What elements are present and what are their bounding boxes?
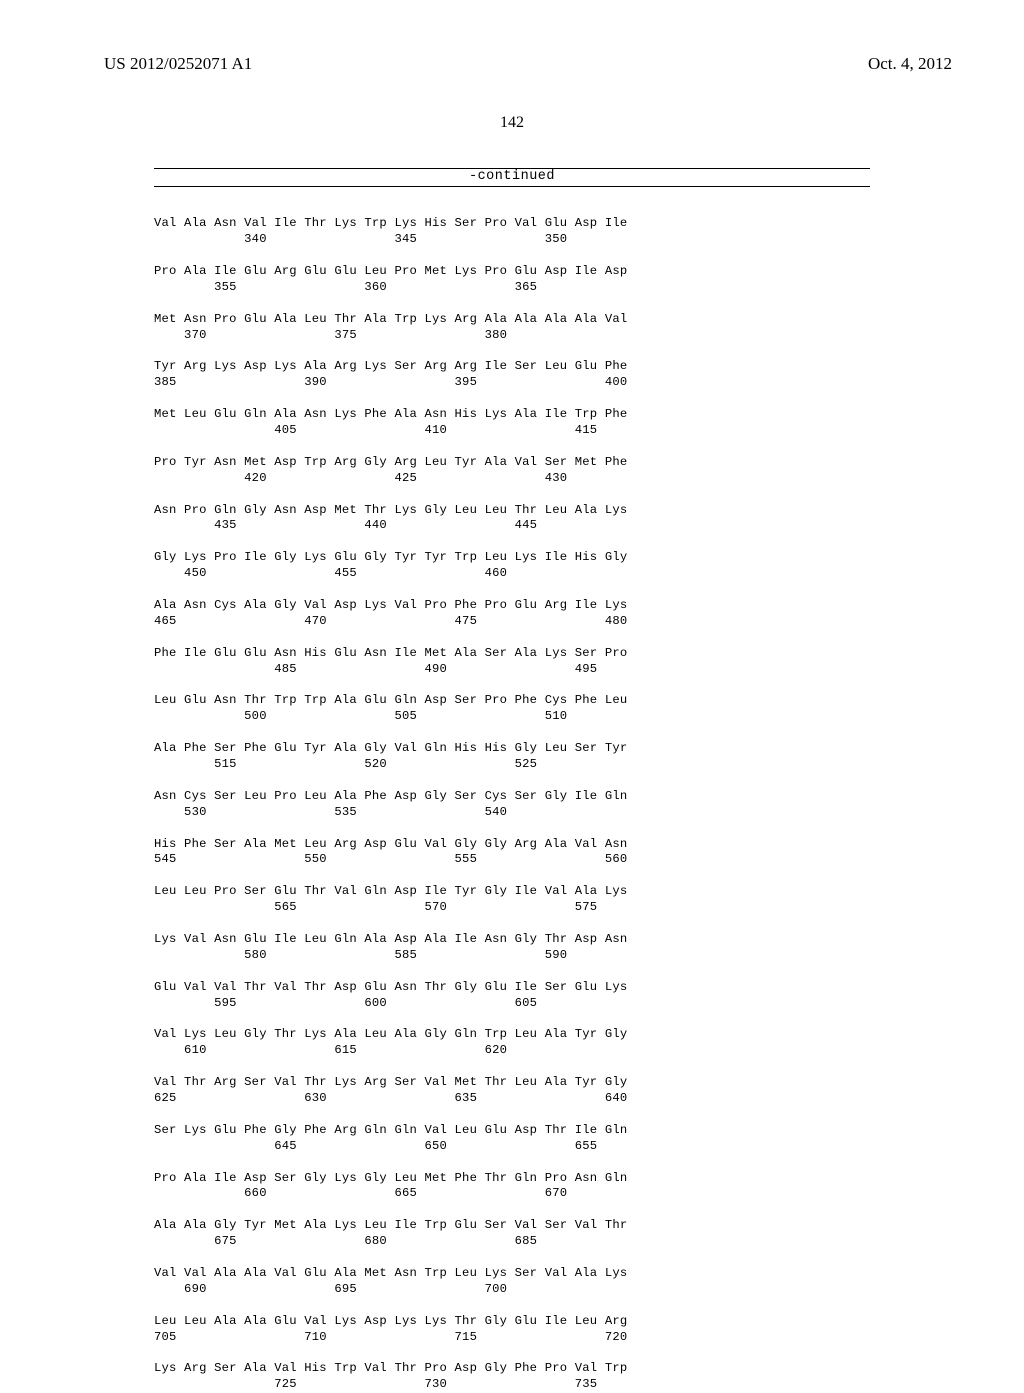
page-number: 142 (0, 114, 1024, 132)
publication-number: US 2012/0252071 A1 (104, 54, 252, 74)
sequence-listing: Val Ala Asn Val Ile Thr Lys Trp Lys His … (154, 216, 627, 1393)
rule-bottom (154, 186, 870, 187)
continued-label: -continued (154, 169, 870, 184)
continued-block: -continued (154, 168, 870, 187)
page-header: US 2012/0252071 A1 Oct. 4, 2012 (0, 54, 1024, 74)
publication-date: Oct. 4, 2012 (868, 54, 952, 74)
